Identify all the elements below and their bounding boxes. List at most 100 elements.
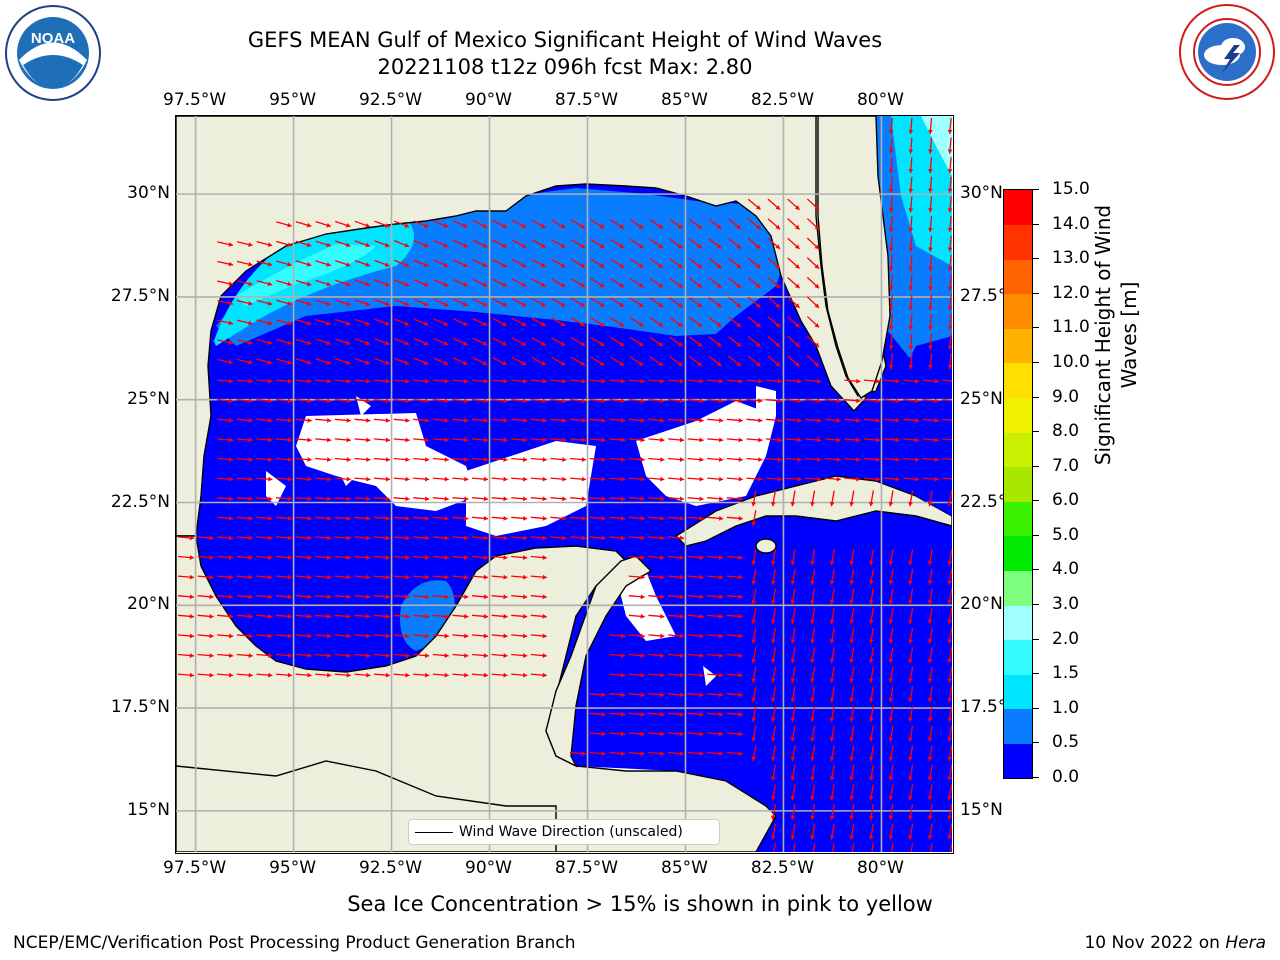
wind-arrow [256, 672, 273, 678]
wind-arrow [531, 337, 547, 347]
wind-arrow [295, 613, 312, 619]
wind-arrow [452, 378, 469, 384]
wind-arrow [471, 633, 489, 639]
wind-arrow [472, 259, 488, 268]
lon-label-bottom: 87.5°W [554, 858, 619, 878]
wind-arrow [217, 358, 234, 365]
wind-arrow [648, 457, 665, 462]
wind-arrow [831, 843, 835, 852]
wind-arrow [531, 317, 547, 327]
wind-arrow [589, 417, 606, 423]
wind-arrow [256, 358, 273, 365]
wind-arrow [787, 276, 800, 289]
wind-arrow [276, 338, 292, 345]
wind-arrow [687, 574, 704, 580]
wind-arrow [829, 804, 835, 820]
wind-arrow [354, 259, 371, 267]
wind-arrow [609, 751, 626, 756]
wind-arrow [790, 745, 796, 762]
wind-arrow [236, 594, 253, 600]
map-legend: Wind Wave Direction (unscaled) [408, 819, 720, 845]
wind-arrow [829, 608, 835, 624]
wind-arrow [551, 297, 566, 307]
wind-arrow [844, 457, 861, 462]
wind-arrow [354, 299, 371, 307]
wind-arrow [217, 280, 234, 287]
wind-arrow [452, 613, 469, 619]
wind-arrow [669, 277, 683, 289]
lon-label-top: 85°W [661, 90, 708, 110]
wind-arrow [413, 672, 430, 678]
wind-arrow [844, 476, 861, 482]
wind-arrow [452, 259, 468, 268]
wind-arrow [687, 711, 704, 717]
wind-arrow [530, 535, 547, 541]
wind-arrow [197, 653, 214, 658]
wind-arrow [275, 555, 293, 560]
wind-arrow [550, 398, 567, 404]
wind-arrow [315, 496, 332, 502]
wind-arrow [942, 418, 952, 421]
lon-label-bottom: 90°W [465, 858, 512, 878]
wind-arrow [334, 672, 351, 678]
wind-arrow [393, 535, 410, 541]
lon-label-top: 90°W [465, 90, 512, 110]
wind-arrow [947, 333, 952, 350]
wind-arrow [217, 260, 234, 267]
wind-arrow [471, 613, 489, 619]
wind-arrow [790, 549, 796, 566]
wind-arrow [927, 745, 933, 762]
wind-arrow [648, 613, 665, 619]
wind-arrow [708, 238, 722, 250]
wind-arrow [393, 653, 410, 658]
wind-arrow [492, 239, 508, 248]
wind-arrow [648, 692, 665, 698]
wind-arrow [531, 239, 547, 249]
wind-arrow [942, 438, 952, 441]
wind-arrow [590, 219, 605, 229]
wind-arrow [785, 417, 802, 423]
wind-arrow [707, 378, 724, 384]
wind-arrow [433, 259, 449, 268]
wind-arrow [452, 357, 468, 366]
wind-arrow [888, 117, 894, 135]
wind-arrow [707, 633, 724, 639]
wind-arrow [829, 549, 835, 566]
wind-arrow [787, 257, 800, 270]
wind-arrow [551, 258, 566, 268]
wind-arrow [236, 515, 253, 521]
wind-arrow [531, 278, 547, 288]
wind-arrow [452, 594, 469, 600]
wind-arrow [315, 574, 332, 580]
wind-arrow [530, 457, 547, 462]
wind-arrow [942, 399, 952, 402]
wind-arrow [806, 257, 820, 270]
wind-arrow [393, 338, 410, 346]
wind-arrow [609, 692, 626, 698]
wind-arrow [491, 398, 508, 404]
wind-arrow [928, 294, 933, 311]
wind-arrow [888, 608, 894, 624]
wind-arrow [903, 398, 920, 404]
wind-arrow [810, 588, 816, 605]
wind-arrow [751, 627, 757, 644]
wind-arrow [511, 594, 528, 600]
wind-arrow [374, 357, 390, 365]
wind-arrow [649, 336, 664, 347]
wind-arrow [432, 594, 449, 600]
wind-arrow [491, 613, 508, 619]
wind-arrow [590, 238, 605, 249]
wind-arrow [217, 633, 234, 639]
wind-arrow [177, 672, 195, 678]
wind-arrow [903, 476, 920, 482]
wind-arrow [197, 613, 214, 619]
wind-arrow [726, 633, 743, 639]
wind-arrow [806, 198, 820, 211]
wind-arrow [888, 196, 894, 213]
wind-arrow [908, 784, 914, 801]
wind-arrow [590, 297, 605, 308]
wind-arrow [334, 515, 351, 521]
wind-arrow [806, 296, 820, 309]
wind-arrow [649, 356, 664, 367]
wind-arrow [648, 437, 665, 443]
